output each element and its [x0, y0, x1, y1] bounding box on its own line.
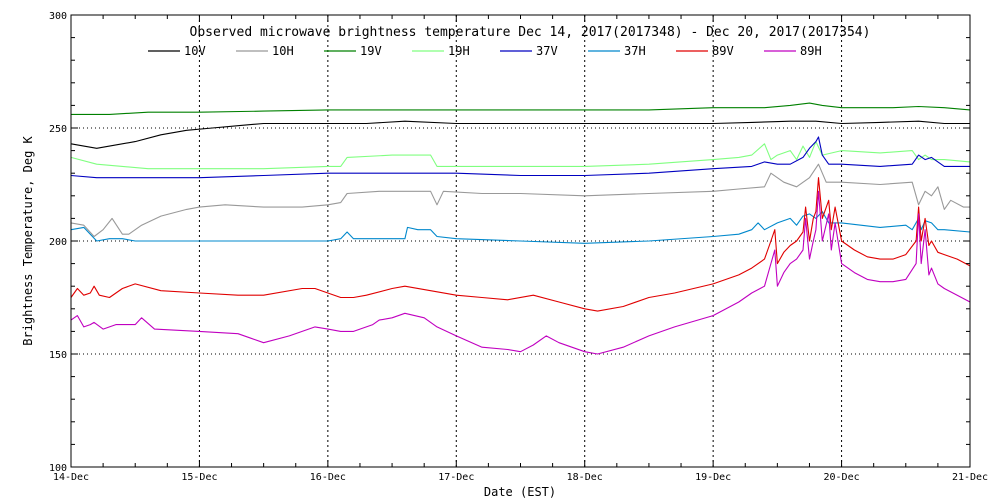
- x-tick-label: 19-Dec: [695, 472, 731, 483]
- y-axis-label: Brightness Temperature, Deg K: [21, 135, 35, 345]
- x-tick-label: 21-Dec: [952, 472, 988, 483]
- legend: 10V 10H 19V 19H 37V 37H 89V 89H: [148, 44, 822, 58]
- y-tick-label: 300: [49, 11, 67, 22]
- series-line-19V: [71, 102, 971, 115]
- x-tick-label: 16-Dec: [310, 472, 346, 483]
- legend-label-37V: 37V: [536, 44, 558, 58]
- series-line-37H: [70, 211, 971, 244]
- legend-label-19H: 19H: [448, 44, 470, 58]
- series-line-89V: [70, 177, 971, 312]
- series-line-37V: [70, 136, 970, 179]
- legend-label-89H: 89H: [800, 44, 822, 58]
- x-tick-label: 20-Dec: [824, 472, 860, 483]
- series-line-89H: [70, 190, 971, 355]
- chart-title: Observed microwave brightness temperatur…: [190, 25, 871, 40]
- x-axis-label: Date (EST): [484, 485, 556, 499]
- legend-label-10H: 10H: [272, 44, 294, 58]
- series-line-10H: [70, 163, 970, 238]
- x-tick-label: 15-Dec: [181, 472, 217, 483]
- x-tick-label: 14-Dec: [53, 472, 89, 483]
- y-tick-label: 150: [49, 350, 67, 361]
- x-tick-label: 17-Dec: [438, 472, 474, 483]
- y-tick-label: 100: [49, 463, 67, 474]
- series-layer: [70, 102, 971, 355]
- legend-label-37H: 37H: [624, 44, 646, 58]
- axis-ticks: 100 150 200 250 300 14-Dec 15-Dec 16-Dec 17-Dec 1…: [49, 11, 988, 483]
- x-tick-label: 18-Dec: [567, 472, 603, 483]
- y-tick-label: 250: [49, 124, 67, 135]
- series-line-10V: [70, 120, 970, 149]
- series-line-19H: [70, 141, 971, 170]
- legend-label-89V: 89V: [712, 44, 734, 58]
- legend-label-10V: 10V: [184, 44, 206, 58]
- y-tick-label: 200: [49, 237, 67, 248]
- legend-label-19V: 19V: [360, 44, 382, 58]
